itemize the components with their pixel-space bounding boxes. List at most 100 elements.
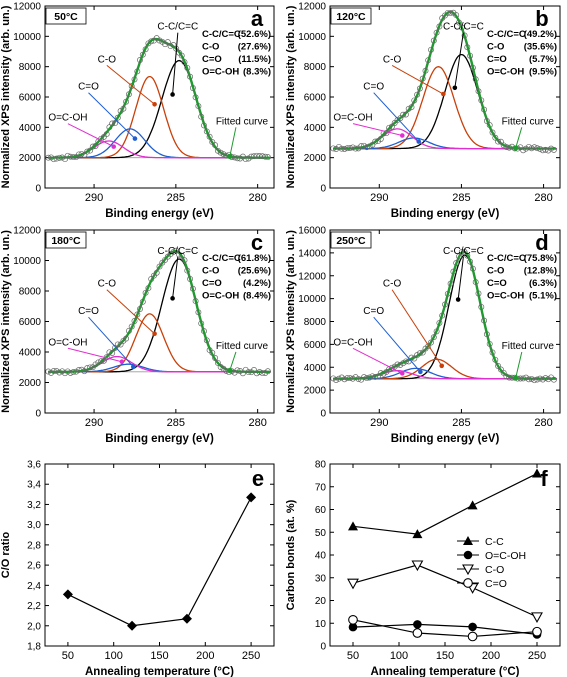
series-point-0 — [246, 492, 257, 503]
y-tick-label: 0 — [320, 409, 326, 420]
data-point — [330, 145, 337, 152]
x-axis-label: Annealing temperature (°C) — [85, 666, 234, 677]
y-tick-label: 0 — [320, 184, 326, 195]
x-axis-label: Binding energy (eV) — [105, 208, 214, 220]
data-point — [123, 335, 130, 342]
data-point — [492, 356, 499, 363]
series-point-0 — [348, 521, 358, 531]
y-axis-label: Normalized XPS intensity (arb. un.) — [285, 5, 297, 188]
y-tick-label: 60 — [315, 505, 327, 516]
fitted-curve-label: Fitted curve — [216, 341, 269, 352]
composition-value: (6.3%) — [529, 278, 557, 289]
data-point — [548, 145, 555, 152]
data-point — [525, 376, 532, 383]
data-point — [408, 104, 415, 111]
data-point — [56, 154, 63, 161]
data-point — [59, 154, 66, 161]
data-point — [447, 10, 454, 17]
x-tick-label: 280 — [248, 417, 266, 429]
data-point — [506, 144, 513, 151]
peak-arrow-2 — [88, 92, 136, 139]
composition-name: C-O — [202, 42, 219, 53]
data-point — [411, 97, 418, 104]
data-point — [475, 88, 482, 95]
data-point — [472, 76, 479, 83]
data-point — [537, 145, 543, 152]
y-tick-label: 6000 — [19, 317, 42, 328]
peak-arrow-head-2 — [131, 364, 136, 370]
composition-name: C-C/C=C — [202, 253, 241, 264]
data-point — [75, 367, 82, 373]
data-point — [341, 376, 348, 383]
x-tick-label: 290 — [370, 417, 388, 429]
panel-a: 290 285 280 0 2000 4000 6000 8000 10000 12000 Bind… — [0, 2, 275, 220]
x-axis-label: Binding energy (eV) — [391, 208, 500, 220]
peak-arrow-head-2 — [416, 139, 422, 144]
data-point — [506, 374, 513, 381]
data-point — [333, 377, 340, 383]
data-point — [212, 355, 219, 361]
data-point — [458, 24, 465, 31]
series-point-2 — [347, 578, 359, 590]
y-axis-label: Carbon bonds (at. %) — [285, 499, 297, 610]
y-tick-label: 2,2 — [27, 601, 41, 612]
data-point — [148, 38, 155, 45]
data-point — [106, 124, 113, 131]
data-point — [256, 369, 263, 375]
data-point — [242, 156, 249, 163]
data-point — [184, 64, 191, 71]
peak-label-3: O=C-OH — [48, 113, 87, 124]
peak-arrow-1 — [391, 64, 444, 95]
data-point — [531, 144, 538, 151]
data-point — [103, 131, 110, 138]
legend-label: C=O — [485, 578, 507, 590]
x-tick-label: 285 — [167, 417, 185, 429]
panel-f: 50 100 150 200 250 0 10 20 30 40 50 60 70 80 Annealing… — [285, 460, 561, 677]
data-point — [444, 290, 451, 297]
x-tick-label: 280 — [534, 192, 552, 204]
composition-name: O=C-OH — [487, 67, 524, 78]
y-tick-label: 80 — [315, 460, 327, 471]
data-point — [87, 364, 93, 371]
data-point — [192, 94, 199, 101]
data-point — [447, 280, 454, 287]
data-point — [430, 37, 437, 44]
data-point — [433, 328, 440, 335]
data-point — [212, 142, 219, 149]
data-point — [139, 51, 146, 58]
x-tick-label: 285 — [167, 192, 185, 204]
x-tick-label: 200 — [196, 650, 214, 662]
data-point — [189, 285, 196, 292]
y-tick-label: 2000 — [304, 153, 327, 164]
data-point — [134, 68, 141, 75]
fitted-curve-label: Fitted curve — [502, 341, 555, 352]
y-tick-label: 0 — [35, 409, 41, 420]
data-point — [234, 155, 241, 162]
y-tick-label: 4000 — [19, 123, 42, 134]
series-line-1 — [352, 623, 538, 635]
data-point — [377, 370, 384, 377]
series-point-0 — [127, 620, 138, 631]
data-point — [181, 59, 188, 66]
composition-value: (8.3%) — [243, 67, 271, 78]
data-point — [156, 263, 163, 270]
x-tick-label: 50 — [62, 650, 74, 662]
fitted-curve — [333, 250, 557, 380]
y-tick-label: 8000 — [19, 62, 42, 73]
data-point — [492, 134, 499, 141]
panel-letter: d — [535, 230, 548, 255]
fitted-curve-label: Fitted curve — [502, 116, 555, 127]
composition-value: (8.4%) — [243, 291, 271, 302]
peak-label-0: C-C/C=C — [443, 22, 484, 33]
peak-label-1: C-O — [98, 279, 117, 290]
data-point — [201, 328, 207, 335]
data-point — [531, 377, 538, 384]
data-point — [369, 373, 376, 380]
x-tick-label: 280 — [534, 417, 552, 429]
data-point — [366, 374, 373, 381]
y-tick-label: 2,4 — [27, 581, 41, 592]
series-point-3 — [532, 626, 542, 637]
y-tick-label: 40 — [315, 551, 327, 562]
data-point — [259, 153, 266, 160]
